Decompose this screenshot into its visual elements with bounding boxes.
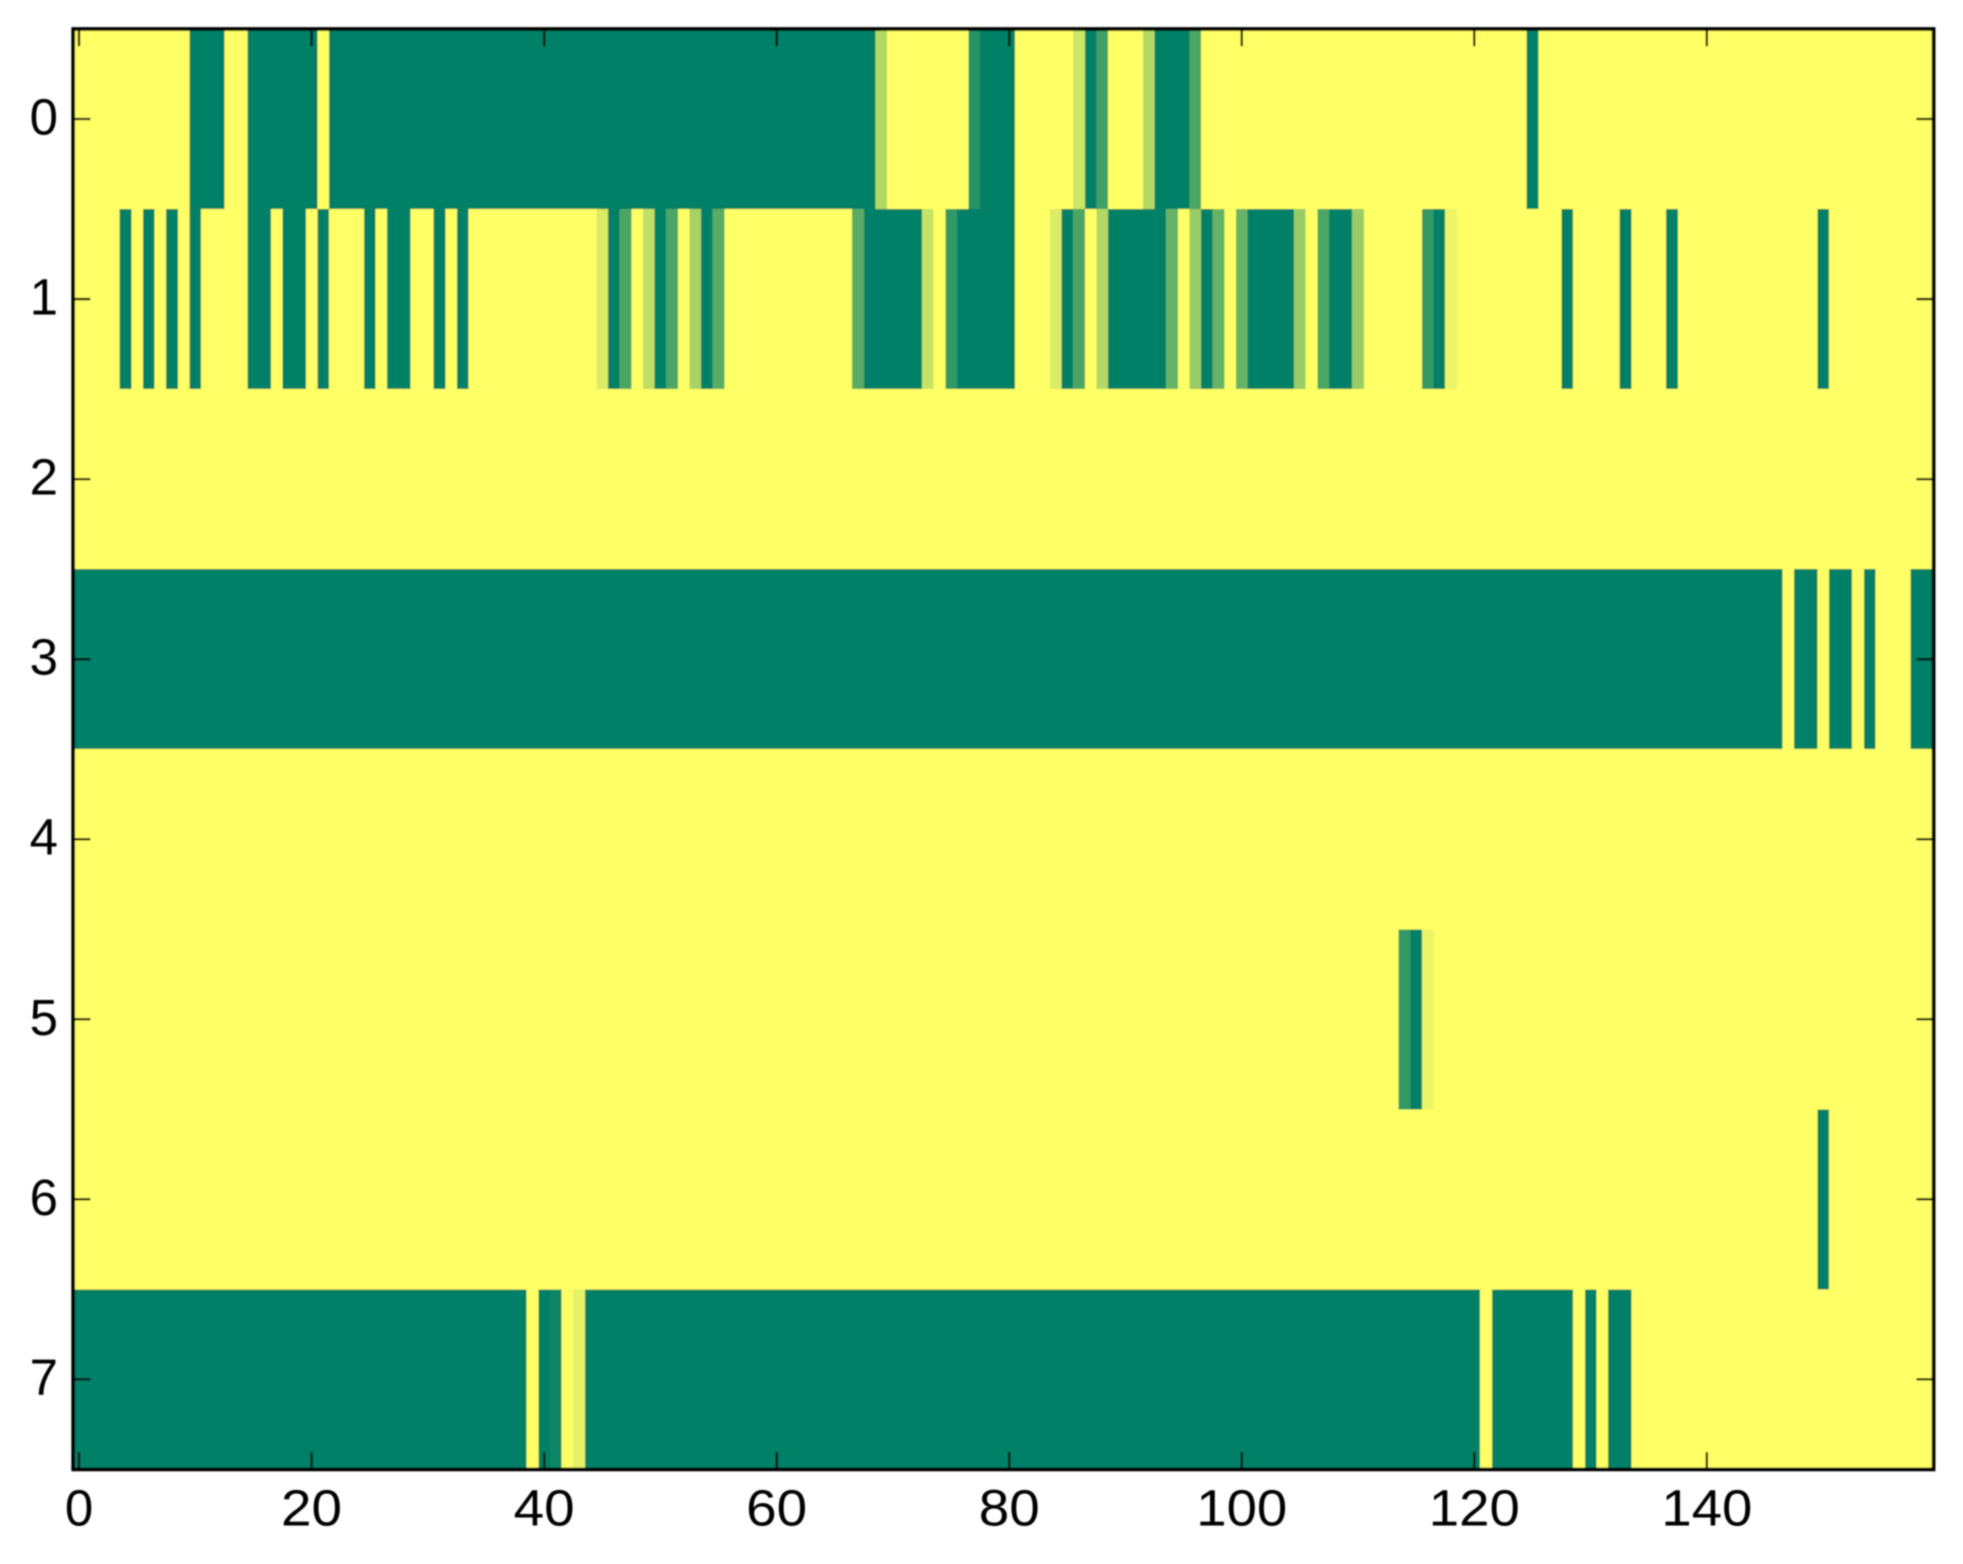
svg-text:60: 60	[746, 1480, 807, 1537]
svg-text:100: 100	[1196, 1480, 1287, 1537]
svg-text:4: 4	[30, 809, 58, 866]
svg-text:40: 40	[514, 1480, 575, 1537]
svg-text:2: 2	[30, 449, 58, 506]
svg-text:20: 20	[281, 1480, 342, 1537]
svg-text:0: 0	[65, 1480, 93, 1537]
svg-text:0: 0	[30, 89, 58, 146]
svg-text:80: 80	[979, 1480, 1040, 1537]
svg-text:3: 3	[30, 629, 58, 686]
svg-text:1: 1	[30, 269, 58, 326]
svg-text:120: 120	[1429, 1480, 1520, 1537]
svg-text:140: 140	[1661, 1480, 1752, 1537]
svg-text:7: 7	[30, 1349, 58, 1406]
svg-text:5: 5	[30, 989, 58, 1046]
svg-text:6: 6	[30, 1169, 58, 1226]
